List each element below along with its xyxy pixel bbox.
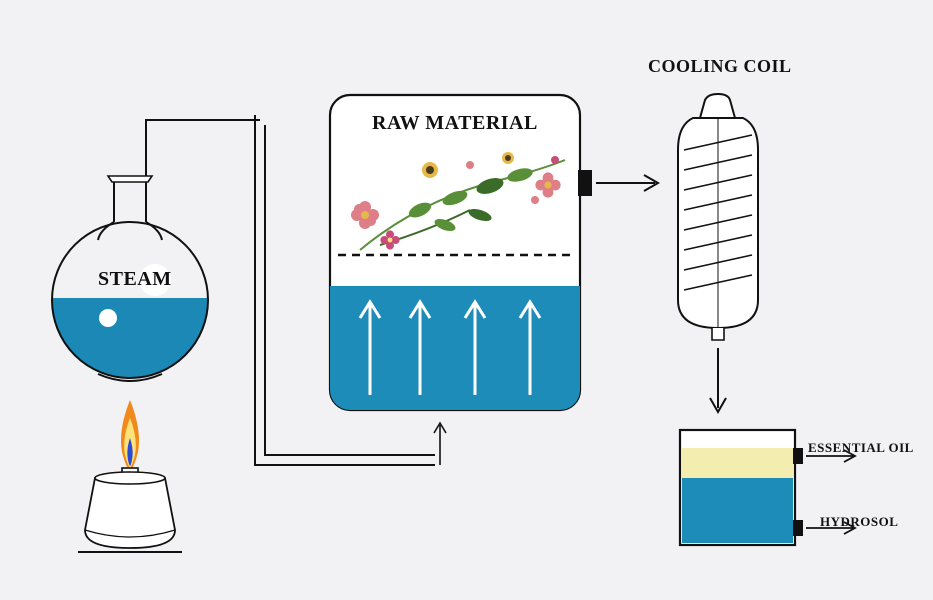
arrow-to-beaker: [710, 348, 726, 412]
collection-beaker: [680, 430, 803, 545]
arrow-to-condenser: [596, 175, 658, 191]
spirit-burner: [78, 400, 182, 552]
cooling-coil-label: COOLING COIL: [648, 56, 792, 77]
hydrosol-label: HYDROSOL: [820, 514, 898, 530]
raw-material-label: RAW MATERIAL: [372, 112, 538, 135]
distillation-diagram: [0, 0, 933, 600]
essential-oil-label: ESSENTIAL OIL: [808, 440, 914, 456]
cooling-coil: [678, 94, 758, 340]
steam-label: STEAM: [98, 268, 172, 291]
flame-icon: [121, 400, 139, 470]
raw-material-chamber: [330, 95, 592, 416]
